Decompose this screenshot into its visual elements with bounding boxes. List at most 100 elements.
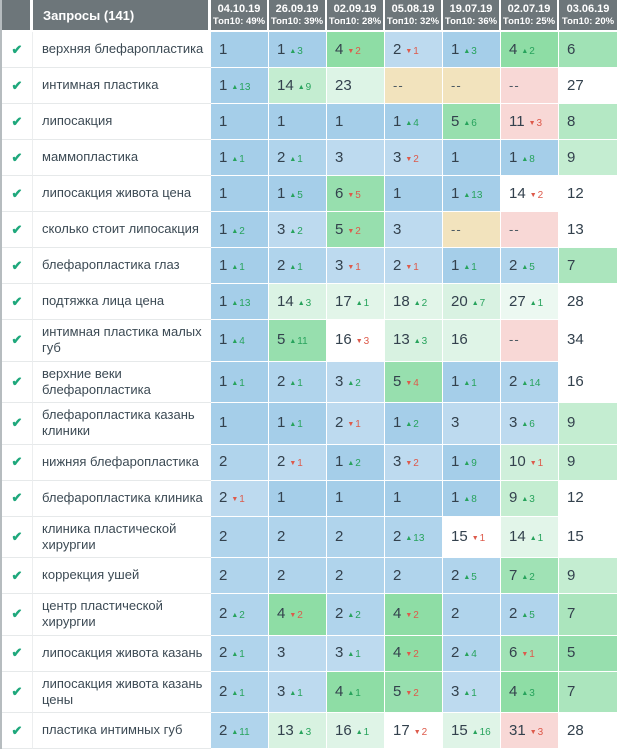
position-cell[interactable]: 1 ▲8 xyxy=(443,480,501,517)
position-cell[interactable]: 7 ▲2 xyxy=(501,558,559,594)
position-cell[interactable]: 1 ▲1 xyxy=(211,361,269,403)
date-column-header-6[interactable]: 02.07.19 Топ10: 25% xyxy=(501,0,559,32)
keyword-cell[interactable]: блефаропластика клиника xyxy=(33,480,211,517)
position-cell[interactable]: 28 xyxy=(559,284,617,320)
position-cell[interactable]: 9 xyxy=(559,140,617,176)
row-check-toggle[interactable]: ✔ xyxy=(2,140,33,176)
position-cell[interactable]: 2 ▲1 xyxy=(269,248,327,284)
position-cell[interactable]: 23 xyxy=(327,68,385,104)
position-cell[interactable]: 3 xyxy=(327,140,385,176)
row-check-toggle[interactable]: ✔ xyxy=(2,212,33,248)
position-cell[interactable]: 1 xyxy=(327,480,385,517)
position-cell[interactable]: 1 ▲1 xyxy=(443,361,501,403)
position-cell[interactable]: 16 ▼3 xyxy=(327,320,385,362)
position-cell[interactable]: 5 ▼4 xyxy=(385,361,443,403)
keyword-cell[interactable]: маммопластика xyxy=(33,140,211,176)
queries-column-header[interactable]: Запросы (141) xyxy=(33,0,211,32)
keyword-cell[interactable]: клиника пластической хирургии xyxy=(33,516,211,558)
row-check-toggle[interactable]: ✔ xyxy=(2,104,33,140)
position-cell[interactable]: 1 ▲1 xyxy=(211,140,269,176)
position-cell[interactable]: 2 ▲2 xyxy=(211,594,269,636)
position-cell[interactable]: 2 ▲13 xyxy=(385,516,443,558)
position-cell[interactable]: 1 ▲1 xyxy=(269,403,327,445)
position-cell[interactable]: 13 xyxy=(559,212,617,248)
row-check-toggle[interactable]: ✔ xyxy=(2,320,33,362)
position-cell[interactable]: 3 ▼2 xyxy=(385,444,443,481)
position-cell[interactable]: 13 ▲3 xyxy=(385,320,443,362)
date-column-header-2[interactable]: 26.09.19 Топ10: 39% xyxy=(269,0,327,32)
row-check-toggle[interactable]: ✔ xyxy=(2,32,33,68)
row-check-toggle[interactable]: ✔ xyxy=(2,403,33,445)
date-column-header-4[interactable]: 05.08.19 Топ10: 32% xyxy=(385,0,443,32)
position-cell[interactable]: 2 xyxy=(327,516,385,558)
position-cell[interactable]: 5 ▲11 xyxy=(269,320,327,362)
position-cell[interactable]: 1 ▲5 xyxy=(269,176,327,212)
keyword-cell[interactable]: липосакция живота цена xyxy=(33,176,211,212)
row-check-toggle[interactable]: ✔ xyxy=(2,176,33,212)
position-cell[interactable]: 2 xyxy=(327,558,385,594)
row-check-toggle[interactable]: ✔ xyxy=(2,284,33,320)
position-cell[interactable]: 4 ▲1 xyxy=(327,671,385,713)
position-cell[interactable]: 4 ▲2 xyxy=(501,32,559,68)
position-cell[interactable]: 31 ▼3 xyxy=(501,713,559,749)
position-cell[interactable]: 14 ▲1 xyxy=(501,516,559,558)
position-cell[interactable]: 1 ▲3 xyxy=(269,32,327,68)
position-cell[interactable]: 3 ▲6 xyxy=(501,403,559,445)
row-check-toggle[interactable]: ✔ xyxy=(2,671,33,713)
position-cell[interactable]: 1 xyxy=(327,104,385,140)
position-cell[interactable]: 4 ▼2 xyxy=(269,594,327,636)
position-cell[interactable]: 3 xyxy=(443,403,501,445)
position-cell[interactable]: 2 ▲1 xyxy=(269,361,327,403)
keyword-cell[interactable]: центр пластической хирургии xyxy=(33,594,211,636)
keyword-cell[interactable]: липосакция xyxy=(33,104,211,140)
position-cell[interactable]: 3 ▲1 xyxy=(269,671,327,713)
position-cell[interactable]: 7 xyxy=(559,594,617,636)
position-cell[interactable]: 6 ▼1 xyxy=(501,635,559,672)
keyword-cell[interactable]: коррекция ушей xyxy=(33,558,211,594)
position-cell[interactable]: 7 xyxy=(559,671,617,713)
position-cell[interactable]: 1 ▲13 xyxy=(443,176,501,212)
position-cell[interactable]: 1 xyxy=(211,32,269,68)
position-cell[interactable]: 3 ▲1 xyxy=(327,635,385,672)
position-cell[interactable]: 28 xyxy=(559,713,617,749)
position-cell[interactable]: 7 xyxy=(559,248,617,284)
position-cell[interactable]: -- xyxy=(385,68,443,104)
position-cell[interactable]: 14 ▼2 xyxy=(501,176,559,212)
position-cell[interactable]: 2 xyxy=(385,558,443,594)
position-cell[interactable]: 2 ▼1 xyxy=(269,444,327,481)
row-check-toggle[interactable]: ✔ xyxy=(2,480,33,517)
position-cell[interactable]: 3 ▲2 xyxy=(327,361,385,403)
row-check-toggle[interactable]: ✔ xyxy=(2,248,33,284)
position-cell[interactable]: 5 ▲6 xyxy=(443,104,501,140)
row-check-toggle[interactable]: ✔ xyxy=(2,713,33,749)
position-cell[interactable]: 1 xyxy=(269,104,327,140)
position-cell[interactable]: 16 xyxy=(559,361,617,403)
position-cell[interactable]: 4 ▼2 xyxy=(385,635,443,672)
keyword-cell[interactable]: пластика интимных губ xyxy=(33,713,211,749)
position-cell[interactable]: 2 ▲5 xyxy=(501,248,559,284)
keyword-cell[interactable]: интимная пластика малых губ xyxy=(33,320,211,362)
position-cell[interactable]: 16 ▲1 xyxy=(327,713,385,749)
position-cell[interactable]: 18 ▲2 xyxy=(385,284,443,320)
position-cell[interactable]: 1 xyxy=(269,480,327,517)
keyword-cell[interactable]: верхняя блефаропластика xyxy=(33,32,211,68)
keyword-cell[interactable]: блефаропластика глаз xyxy=(33,248,211,284)
position-cell[interactable]: 17 ▼2 xyxy=(385,713,443,749)
row-check-toggle[interactable]: ✔ xyxy=(2,361,33,403)
position-cell[interactable]: 2 xyxy=(211,558,269,594)
position-cell[interactable]: 2 xyxy=(211,516,269,558)
keyword-cell[interactable]: верхние веки блефаропластика xyxy=(33,361,211,403)
position-cell[interactable]: 4 ▲3 xyxy=(501,671,559,713)
position-cell[interactable]: 1 xyxy=(211,104,269,140)
position-cell[interactable]: 2 ▲5 xyxy=(501,594,559,636)
position-cell[interactable]: 1 ▲13 xyxy=(211,68,269,104)
position-cell[interactable]: 6 xyxy=(559,32,617,68)
position-cell[interactable]: -- xyxy=(501,68,559,104)
position-cell[interactable]: 3 ▼1 xyxy=(327,248,385,284)
position-cell[interactable]: 1 ▲4 xyxy=(385,104,443,140)
position-cell[interactable]: 1 xyxy=(443,140,501,176)
position-cell[interactable]: 1 ▲4 xyxy=(211,320,269,362)
row-check-toggle[interactable]: ✔ xyxy=(2,516,33,558)
position-cell[interactable]: 15 ▼1 xyxy=(443,516,501,558)
position-cell[interactable]: 9 xyxy=(559,403,617,445)
